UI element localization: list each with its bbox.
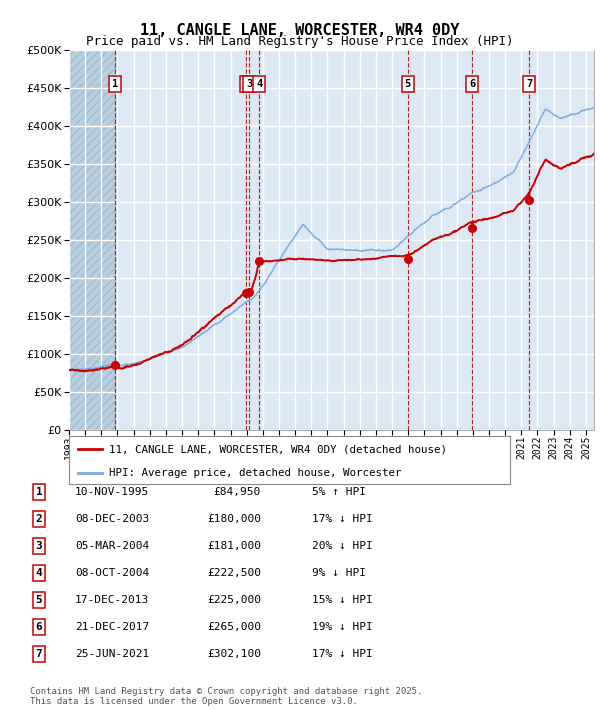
Text: 17-DEC-2013: 17-DEC-2013 (75, 595, 149, 605)
Text: 6: 6 (35, 622, 43, 632)
Text: 15% ↓ HPI: 15% ↓ HPI (312, 595, 373, 605)
Text: 08-OCT-2004: 08-OCT-2004 (75, 568, 149, 578)
Text: Price paid vs. HM Land Registry's House Price Index (HPI): Price paid vs. HM Land Registry's House … (86, 36, 514, 48)
Text: 6: 6 (469, 79, 475, 89)
Text: 5: 5 (35, 595, 43, 605)
Text: 2: 2 (242, 79, 248, 89)
Text: £302,100: £302,100 (207, 649, 261, 659)
Text: 3: 3 (247, 79, 253, 89)
Text: 1: 1 (112, 79, 118, 89)
Text: 21-DEC-2017: 21-DEC-2017 (75, 622, 149, 632)
Text: 9% ↓ HPI: 9% ↓ HPI (312, 568, 366, 578)
Text: 2: 2 (35, 514, 43, 524)
Text: 7: 7 (35, 649, 43, 659)
Text: £225,000: £225,000 (207, 595, 261, 605)
Text: 11, CANGLE LANE, WORCESTER, WR4 0DY: 11, CANGLE LANE, WORCESTER, WR4 0DY (140, 23, 460, 38)
Text: 19% ↓ HPI: 19% ↓ HPI (312, 622, 373, 632)
Text: £84,950: £84,950 (214, 487, 261, 497)
Text: 17% ↓ HPI: 17% ↓ HPI (312, 514, 373, 524)
Text: 05-MAR-2004: 05-MAR-2004 (75, 541, 149, 551)
Text: Contains HM Land Registry data © Crown copyright and database right 2025.
This d: Contains HM Land Registry data © Crown c… (30, 687, 422, 706)
Text: 1: 1 (35, 487, 43, 497)
Text: 4: 4 (256, 79, 262, 89)
Text: 11, CANGLE LANE, WORCESTER, WR4 0DY (detached house): 11, CANGLE LANE, WORCESTER, WR4 0DY (det… (109, 444, 446, 454)
Text: 25-JUN-2021: 25-JUN-2021 (75, 649, 149, 659)
Text: 5% ↑ HPI: 5% ↑ HPI (312, 487, 366, 497)
Text: £222,500: £222,500 (207, 568, 261, 578)
Text: 10-NOV-1995: 10-NOV-1995 (75, 487, 149, 497)
Text: 20% ↓ HPI: 20% ↓ HPI (312, 541, 373, 551)
Text: 08-DEC-2003: 08-DEC-2003 (75, 514, 149, 524)
Text: £265,000: £265,000 (207, 622, 261, 632)
Bar (69, 50, 115, 430)
Text: 4: 4 (35, 568, 43, 578)
Text: HPI: Average price, detached house, Worcester: HPI: Average price, detached house, Worc… (109, 468, 401, 478)
Text: £180,000: £180,000 (207, 514, 261, 524)
Text: 7: 7 (526, 79, 532, 89)
Text: 3: 3 (35, 541, 43, 551)
Text: £181,000: £181,000 (207, 541, 261, 551)
Text: 17% ↓ HPI: 17% ↓ HPI (312, 649, 373, 659)
Text: 5: 5 (404, 79, 411, 89)
